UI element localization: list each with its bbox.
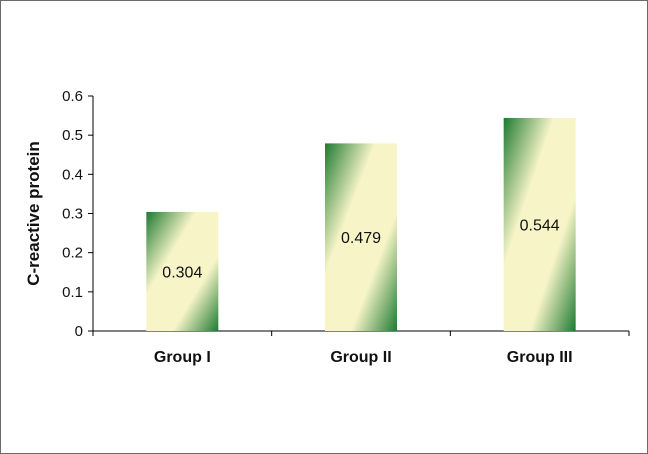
bar: [325, 143, 397, 331]
bar: [146, 211, 219, 331]
y-tick-label: 0.2: [62, 245, 83, 262]
x-category-label: Group II: [330, 349, 391, 366]
x-category-label: Group III: [507, 349, 573, 366]
bars: 0.304 0.479 0.544: [146, 117, 576, 331]
bar-value-label: 0.304: [162, 264, 202, 281]
x-ticks: Group I Group II Group III: [92, 331, 630, 366]
bar-value-label: 0.544: [520, 217, 560, 234]
x-category-label: Group I: [154, 349, 211, 366]
y-tick-label: 0.4: [62, 166, 83, 183]
y-tick-label: 0.1: [62, 284, 83, 301]
y-axis-title: C-reactive protein: [24, 141, 43, 286]
bar: [503, 117, 576, 331]
y-tick-label: 0.6: [62, 88, 83, 105]
bar-value-label: 0.479: [341, 230, 381, 247]
y-ticks: 0 0.1 0.2 0.3 0.4 0.5 0.6: [62, 88, 93, 340]
y-tick-label: 0: [75, 323, 83, 340]
y-tick-label: 0.5: [62, 127, 83, 144]
y-tick-label: 0.3: [62, 206, 83, 223]
